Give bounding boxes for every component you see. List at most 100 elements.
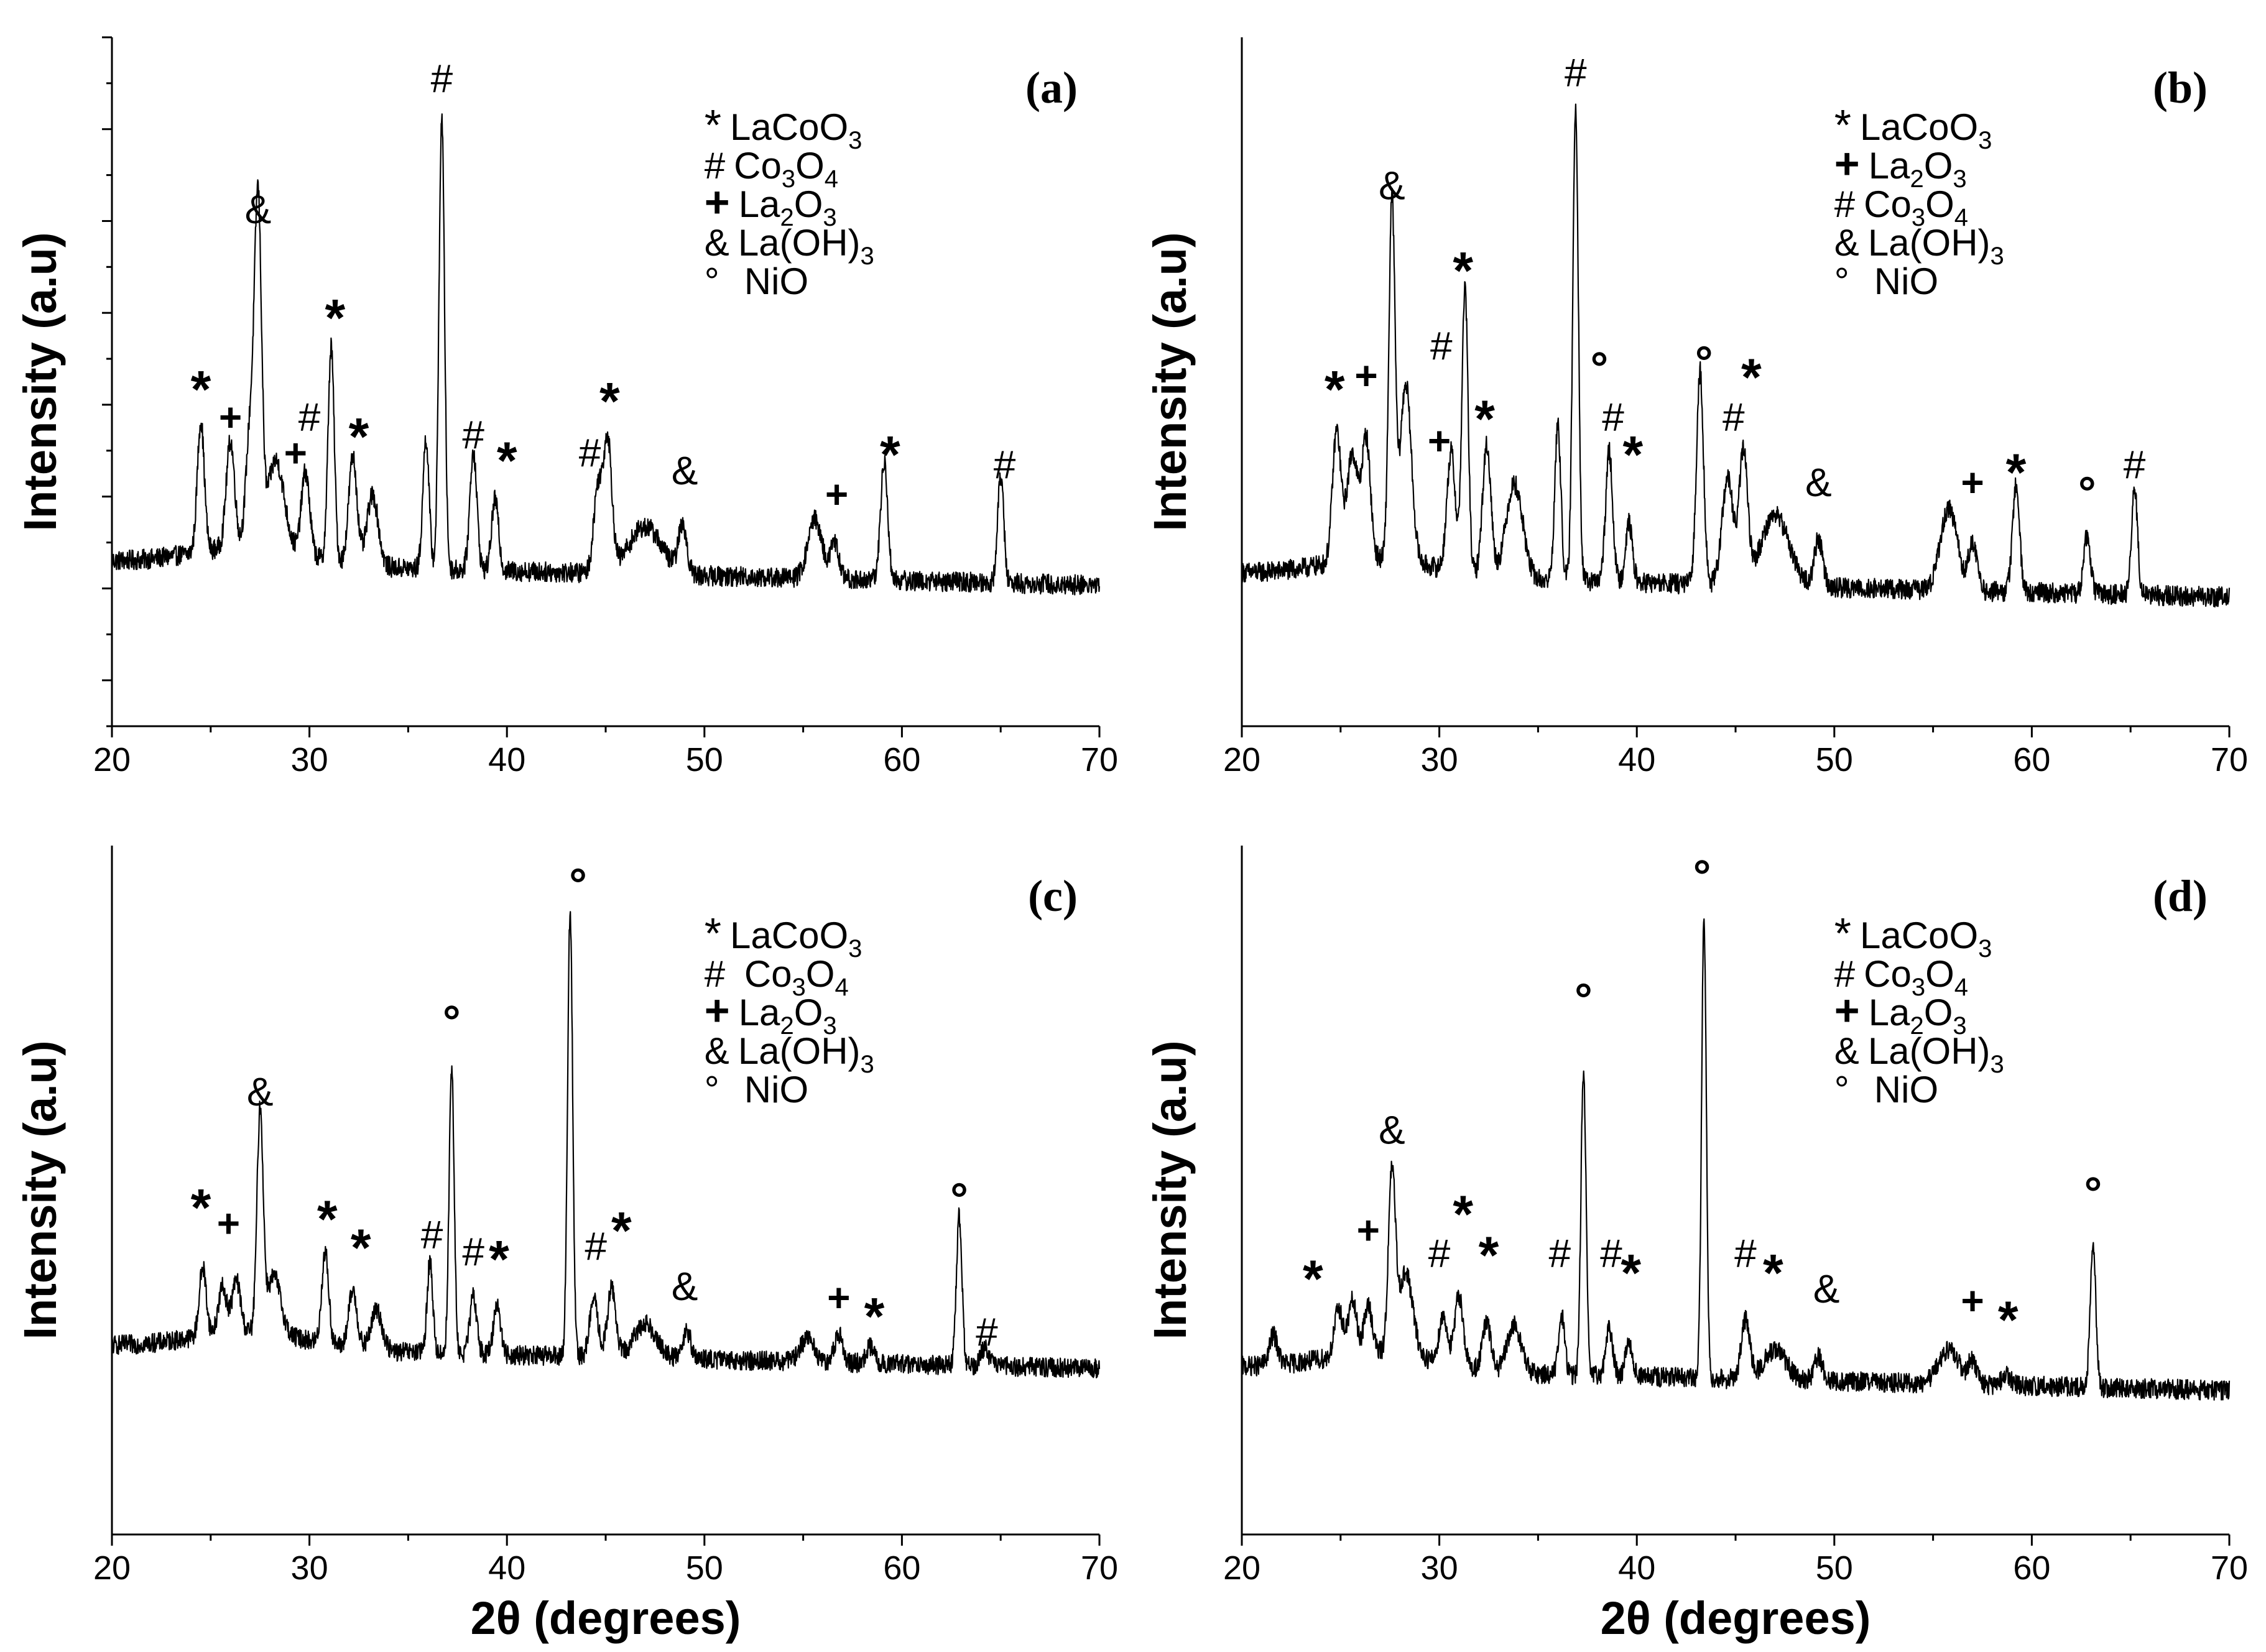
x-tick-label: 30 (291, 741, 328, 778)
peak-marker: # (1734, 1231, 1757, 1276)
peak-marker: & (1813, 1267, 1840, 1311)
peak-marker: * (317, 1190, 338, 1248)
legend-symbol: # (1834, 183, 1856, 225)
peak-marker: # (1602, 395, 1624, 440)
peak-marker: & (1379, 1108, 1405, 1153)
legend-name-tail: O (795, 145, 825, 187)
legend-entry: ° NiO (1834, 261, 1938, 302)
xrd-trace (111, 113, 1101, 596)
x-tick-label: 40 (488, 1549, 525, 1587)
legend: * LaCoO3# Co3O4+ La2O3& La(OH)3° NiO (1834, 909, 2004, 1110)
y-axis-label: Intensity (a.u) (14, 232, 66, 531)
legend-subscript: 3 (848, 127, 862, 154)
peak-marker: ° (1590, 344, 1608, 394)
panel-label: (c) (1028, 871, 1078, 921)
legend-subscript: 2 (1910, 1012, 1923, 1040)
x-tick-label: 30 (1421, 741, 1458, 778)
legend-entry: & La(OH)3 (705, 222, 874, 270)
peak-marker: & (1805, 460, 1832, 505)
legend-entry: # Co3O4 (1834, 183, 1968, 231)
legend-name: La(OH) (738, 1030, 861, 1072)
legend-symbol: * (705, 909, 721, 958)
legend: * LaCoO3+ La2O3# Co3O4& La(OH)3° NiO (1834, 101, 2004, 302)
xrd-trace (111, 911, 1101, 1378)
legend-name-tail: O (794, 992, 823, 1033)
legend-subscript: 3 (823, 1012, 836, 1040)
legend-name-tail: O (1924, 145, 1953, 187)
legend-symbol: ° (1834, 261, 1849, 302)
legend-subscript: 3 (1991, 1051, 2004, 1078)
peak-marker: * (191, 1178, 211, 1237)
legend-symbol: * (1834, 101, 1851, 149)
peak-marker: * (864, 1287, 885, 1345)
peak-marker: * (1763, 1244, 1783, 1302)
peak-marker: # (994, 442, 1016, 487)
legend-symbol: ° (705, 261, 719, 302)
legend-name: La (1869, 992, 1910, 1033)
x-tick-label: 20 (93, 741, 131, 778)
legend-symbol: + (705, 178, 730, 226)
legend-name: LaCoO (730, 106, 848, 148)
peak-marker: # (1428, 1231, 1451, 1276)
legend: * LaCoO3# Co3O4+ La2O3& La(OH)3° NiO (705, 909, 874, 1110)
peak-marker: * (1453, 1184, 1473, 1243)
peak-marker: * (1453, 241, 1473, 300)
peak-marker: + (1357, 1207, 1380, 1252)
peak-marker: + (217, 1201, 240, 1246)
legend-symbol: # (1834, 953, 1856, 995)
legend-name: La(OH) (738, 222, 861, 264)
x-tick-label: 60 (883, 741, 920, 778)
legend-name-tail: O (1925, 953, 1954, 995)
peak-marker: + (825, 472, 848, 517)
peak-marker: & (672, 1264, 698, 1309)
peak-marker: & (1379, 164, 1405, 208)
legend-subscript: 3 (1912, 974, 1925, 1001)
peak-marker: # (298, 395, 321, 440)
x-tick-label: 30 (1421, 1549, 1458, 1587)
legend-name: Co (734, 145, 782, 187)
peak-marker: ° (1575, 975, 1593, 1025)
legend-symbol: # (705, 953, 726, 995)
legend-symbol: ° (705, 1069, 719, 1110)
x-tick-label: 20 (1223, 741, 1260, 778)
peak-marker: + (1354, 353, 1377, 398)
x-tick-label: 60 (2013, 1549, 2050, 1587)
legend-entry: * LaCoO3 (705, 909, 862, 962)
peak-marker: & (672, 448, 698, 493)
legend-entry: * LaCoO3 (705, 101, 862, 154)
legend-subscript: 3 (1912, 204, 1925, 231)
legend-entry: * LaCoO3 (1834, 909, 1992, 962)
legend-entry: & La(OH)3 (1834, 222, 2004, 270)
legend-symbol: + (1834, 139, 1860, 188)
legend-symbol: + (1834, 986, 1860, 1035)
x-tick-label: 30 (291, 1549, 328, 1587)
legend-name: Co (1864, 183, 1912, 225)
peak-marker: + (284, 430, 307, 475)
peak-marker: * (1622, 425, 1643, 484)
legend-subscript: 3 (1953, 1012, 1966, 1040)
legend-subscript: 4 (1954, 204, 1968, 231)
legend-name: NiO (744, 1069, 808, 1110)
peak-marker: # (585, 1224, 607, 1268)
legend-subscript: 3 (792, 974, 806, 1001)
x-tick-label: 50 (1816, 741, 1853, 778)
peak-marker: * (1479, 1226, 1499, 1285)
peak-marker: ° (1695, 338, 1713, 387)
x-tick-label: 50 (1816, 1549, 1853, 1587)
x-tick-label: 70 (2211, 741, 2248, 778)
x-tick-label: 70 (1081, 1549, 1118, 1587)
peak-marker: * (1741, 348, 1762, 407)
panel-d: 20 30 40 50 60 70 Intensity (a.u) 2θ (degrees) (… (1144, 846, 2248, 1644)
legend-subscript: 3 (1978, 935, 1992, 962)
peak-marker: ° (1693, 851, 1711, 901)
panel-label: (b) (2153, 63, 2208, 113)
peak-marker: & (247, 1069, 274, 1114)
peak-marker: # (462, 1230, 484, 1275)
x-tick-label: 20 (1223, 1549, 1260, 1587)
peak-marker: * (1303, 1249, 1323, 1308)
legend-name: La(OH) (1868, 222, 1991, 264)
peak-marker: # (1723, 395, 1745, 440)
peak-marker: * (880, 425, 900, 484)
